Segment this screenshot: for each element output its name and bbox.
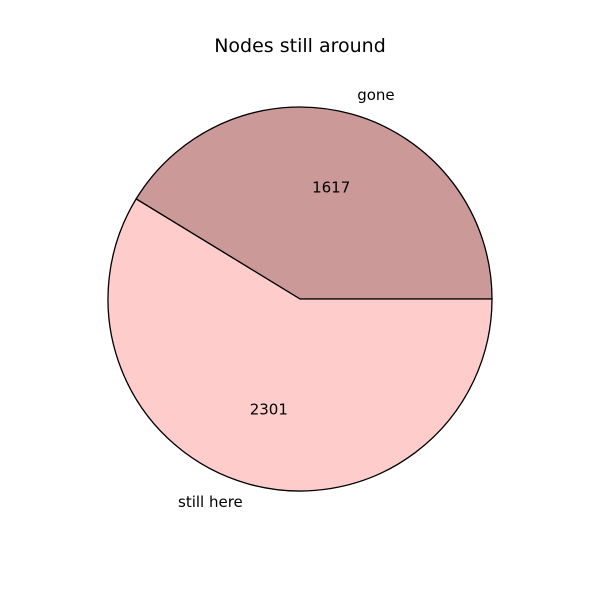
- pie-slice-still-here: [107, 198, 493, 492]
- slice-label-still-here: still here: [178, 493, 243, 511]
- chart-title: Nodes still around: [214, 35, 386, 57]
- pie-slices: [107, 106, 493, 492]
- pie-labels: gone 1617 still here 2301: [178, 86, 395, 511]
- slice-label-gone: gone: [357, 86, 394, 104]
- slice-value-still-here: 2301: [250, 400, 288, 418]
- slice-value-gone: 1617: [312, 179, 350, 197]
- pie-slice-gone: [135, 106, 493, 300]
